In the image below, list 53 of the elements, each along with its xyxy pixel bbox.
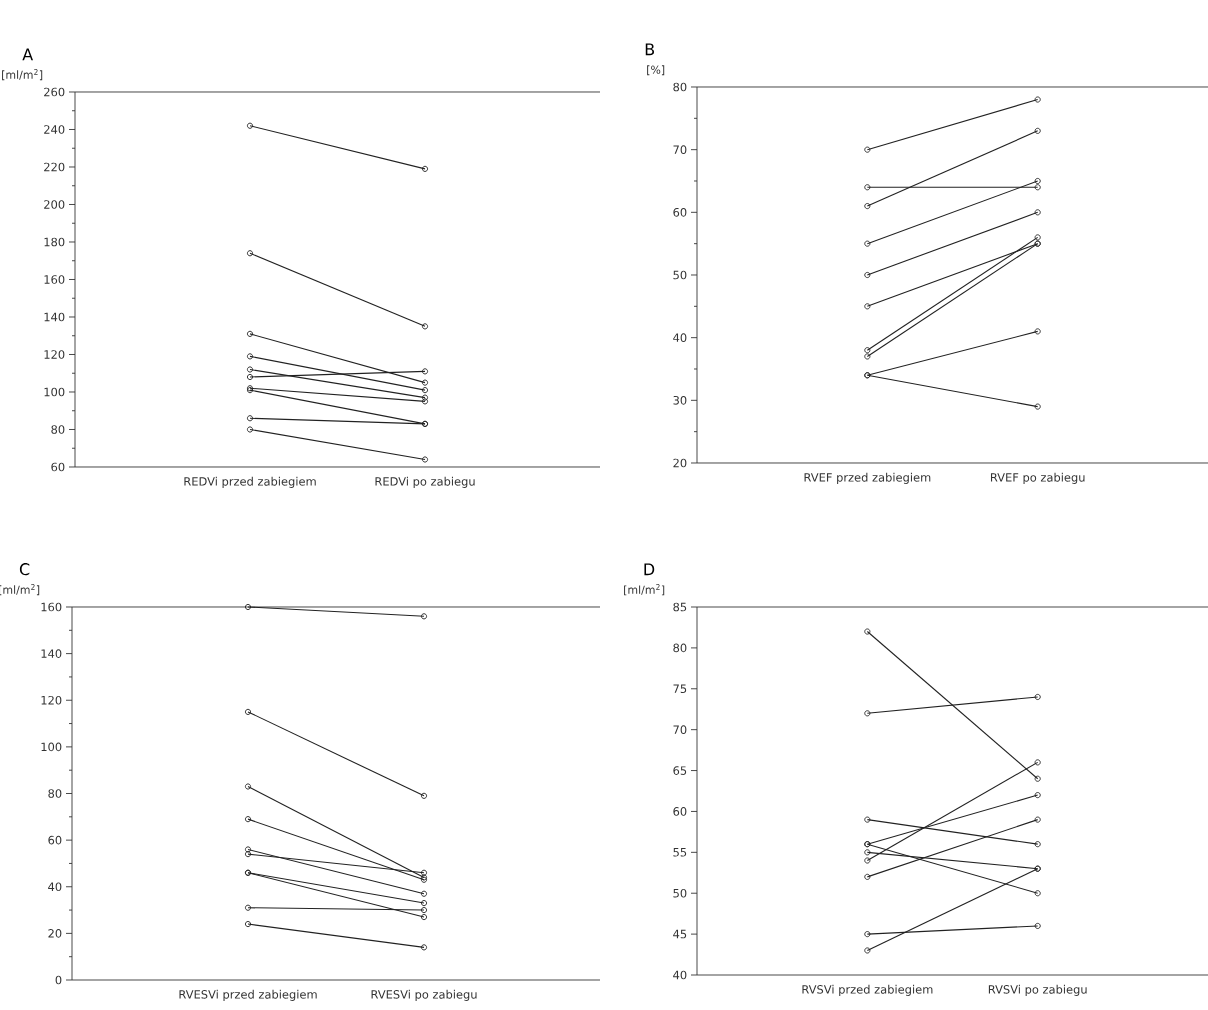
y-tick-label: 60 [673, 208, 687, 217]
y-tick-label: 80 [673, 643, 687, 653]
y-tick-label: 40 [673, 333, 687, 342]
y-tick-label: 40 [48, 882, 62, 892]
y-tick-label: 200 [44, 200, 65, 209]
x-tick-label: RVESVi po zabiegu [371, 989, 477, 1001]
y-tick-label: 75 [673, 684, 687, 694]
y-tick-label: 100 [41, 742, 62, 752]
y-tick-label: 80 [48, 789, 62, 798]
chart-title: B [645, 43, 655, 56]
y-tick-label: 160 [44, 275, 65, 284]
y-axis-title: [ml/m$^{2}$] [624, 584, 665, 596]
y-tick-label: 50 [673, 888, 687, 898]
y-tick-label: 60 [51, 462, 65, 472]
x-tick-label: RVSVi po zabiegu [988, 984, 1087, 996]
y-tick-label: 65 [673, 766, 687, 775]
y-tick-label: 70 [673, 145, 687, 154]
x-tick-label: REDVi przed zabiegiem [184, 476, 316, 488]
y-tick-label: 45 [673, 929, 687, 939]
x-tick-label: RVESVi przed zabiegiem [179, 989, 317, 1001]
y-tick-label: 85 [673, 602, 687, 612]
y-tick-label: 0 [55, 975, 62, 985]
chart-title: C [19, 563, 30, 576]
y-tick-label: 260 [44, 87, 65, 97]
y-tick-label: 220 [44, 162, 65, 172]
y-tick-label: 140 [44, 312, 65, 322]
y-tick-label: 120 [41, 695, 62, 705]
x-tick-label: REDVi po zabiegu [375, 476, 475, 488]
y-tick-label: 55 [673, 848, 687, 857]
y-tick-label: 40 [673, 970, 687, 980]
y-axis-title: [ml/m$^{2}$] [2, 69, 43, 81]
y-tick-label: 50 [673, 270, 687, 280]
chart-title: A [22, 48, 34, 61]
y-tick-label: 80 [673, 82, 687, 92]
x-tick-label: RVEF po zabiegu [990, 472, 1085, 484]
y-axis-title: [%] [647, 65, 665, 76]
y-tick-label: 100 [44, 387, 65, 397]
y-tick-label: 80 [51, 425, 65, 434]
y-tick-label: 180 [44, 237, 65, 247]
y-tick-label: 60 [48, 835, 62, 845]
y-tick-label: 20 [673, 458, 687, 468]
y-tick-label: 70 [673, 725, 687, 734]
y-tick-label: 20 [48, 929, 62, 938]
y-tick-label: 140 [41, 649, 62, 658]
y-tick-label: 160 [41, 602, 62, 612]
y-tick-label: 240 [44, 125, 65, 134]
x-tick-label: RVEF przed zabiegiem [804, 472, 931, 484]
y-tick-label: 120 [44, 350, 65, 359]
x-tick-label: RVSVi przed zabiegiem [802, 984, 933, 996]
y-axis-title: [ml/m$^{2}$] [0, 584, 40, 596]
chart-title: D [644, 563, 655, 576]
y-tick-label: 30 [673, 396, 687, 405]
y-tick-label: 60 [673, 807, 687, 816]
